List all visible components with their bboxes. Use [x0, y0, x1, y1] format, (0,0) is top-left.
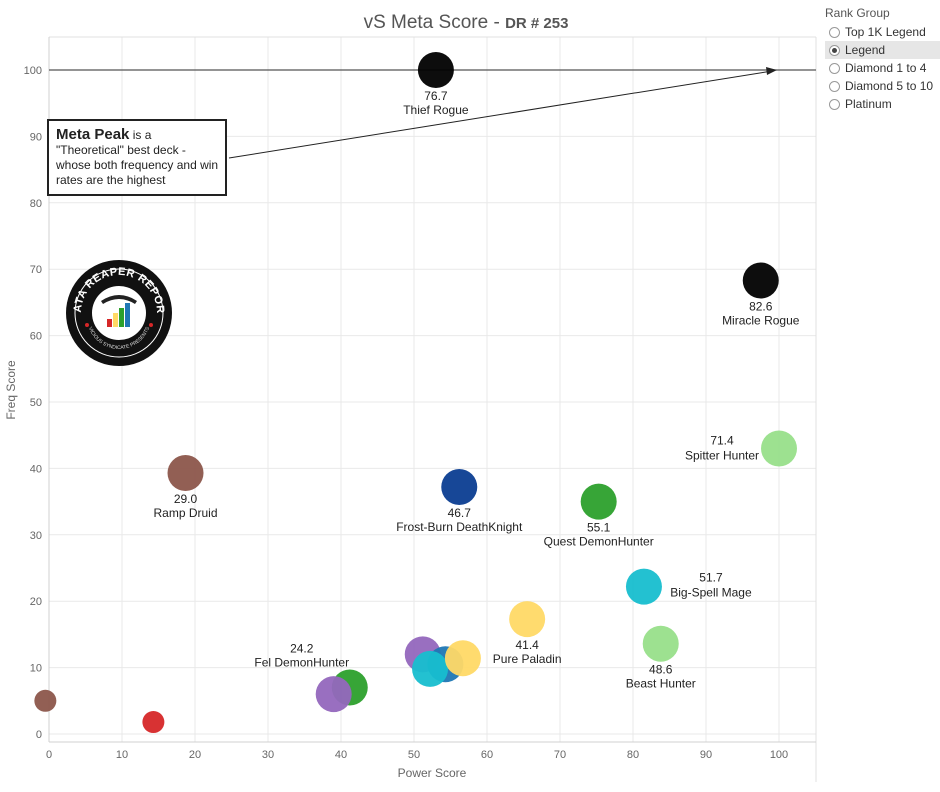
chart-title-main: vS Meta Score - — [364, 12, 506, 33]
radio-icon — [829, 44, 840, 56]
chart-title: vS Meta Score - DR # 253 — [364, 12, 569, 33]
data-point — [761, 430, 797, 467]
rank-option-label: Diamond 5 to 10 — [845, 79, 934, 93]
y-tick-label: 60 — [30, 331, 42, 343]
y-tick-label: 100 — [24, 65, 42, 77]
chart-title-sub: DR # 253 — [505, 15, 568, 32]
point-name-label: Miracle Rogue — [722, 313, 800, 327]
y-tick-label: 90 — [30, 131, 42, 143]
x-tick-label: 50 — [408, 749, 420, 761]
data-point — [444, 640, 481, 677]
rank-group-filter: Rank Group Top 1K Legend Legend Diamond … — [825, 6, 940, 113]
x-tick-label: 70 — [554, 749, 566, 761]
data-point — [412, 650, 449, 687]
rank-option-label: Top 1K Legend — [845, 25, 926, 39]
rank-option-legend[interactable]: Legend — [825, 41, 940, 59]
data-point — [315, 676, 352, 713]
point-name-label: Ramp Druid — [153, 506, 217, 520]
y-tick-label: 0 — [36, 729, 42, 741]
data-point — [642, 625, 679, 662]
point-score-label: 76.7 — [424, 89, 448, 103]
x-tick-label: 0 — [46, 749, 52, 761]
point-name-label: Thief Rogue — [403, 103, 469, 117]
point-score-label: 51.7 — [699, 571, 723, 585]
x-tick-label: 20 — [189, 749, 201, 761]
rank-option-label: Legend — [845, 43, 886, 57]
rank-option-top-1k-legend[interactable]: Top 1K Legend — [825, 23, 940, 41]
point-score-label: 41.4 — [515, 638, 539, 652]
rank-group-title: Rank Group — [825, 6, 890, 20]
radio-icon — [829, 62, 840, 74]
rank-option-label: Platinum — [845, 97, 892, 111]
point-score-label: 48.6 — [649, 663, 673, 677]
x-tick-label: 40 — [335, 749, 347, 761]
data-reaper-logo: DATA REAPER REPORT VICIOUS SYNDICATE PRE… — [65, 259, 172, 366]
y-tick-label: 30 — [30, 530, 42, 542]
rank-option-diamond-1-4[interactable]: Diamond 1 to 4 — [825, 59, 940, 77]
data-points — [34, 52, 797, 734]
data-point — [742, 262, 779, 299]
point-name-label: Pure Paladin — [493, 652, 562, 666]
point-score-label: 71.4 — [710, 433, 734, 447]
point-name-label: Big-Spell Mage — [670, 586, 752, 600]
x-tick-label: 90 — [700, 749, 712, 761]
y-tick-label: 10 — [30, 663, 42, 675]
point-name-label: Frost-Burn DeathKnight — [396, 520, 523, 534]
rank-option-platinum[interactable]: Platinum — [825, 95, 940, 113]
y-tick-label: 20 — [30, 596, 42, 608]
point-score-label: 55.1 — [587, 521, 611, 535]
data-point — [142, 711, 165, 734]
meta-peak-callout: Meta Peak is a "Theoretical" best deck -… — [47, 119, 227, 196]
y-axis-title: Freq Score — [4, 360, 18, 420]
radio-icon — [829, 80, 840, 92]
radio-icon — [829, 26, 840, 38]
point-score-label: 82.6 — [749, 299, 773, 313]
x-tick-label: 30 — [262, 749, 274, 761]
callout-text: is a "Theoretical" best deck - whose bot… — [56, 128, 219, 187]
point-score-label: 46.7 — [448, 506, 472, 520]
point-name-label: Beast Hunter — [626, 677, 696, 691]
point-score-label: 29.0 — [174, 492, 198, 506]
x-tick-label: 10 — [116, 749, 128, 761]
radio-icon — [829, 98, 840, 110]
y-tick-label: 40 — [30, 463, 42, 475]
data-point — [625, 568, 662, 605]
axes: 0 10 20 30 40 50 60 70 80 90 100 0 10 20 30 40 50 60 70 80 9… — [24, 36, 817, 782]
point-name-label: Fel DemonHunter — [254, 656, 349, 670]
point-name-label: Quest DemonHunter — [544, 535, 654, 549]
callout-arrowhead — [766, 67, 777, 75]
data-point — [34, 689, 57, 712]
data-point — [580, 483, 617, 520]
x-tick-label: 80 — [627, 749, 639, 761]
y-tick-label: 70 — [30, 264, 42, 276]
y-tick-label: 80 — [30, 198, 42, 210]
data-point — [509, 601, 546, 638]
x-tick-label: 60 — [481, 749, 493, 761]
x-axis-title: Power Score — [398, 766, 467, 780]
point-score-label: 24.2 — [290, 642, 314, 656]
callout-arrow — [228, 71, 770, 159]
x-tick-label: 100 — [770, 749, 788, 761]
data-point — [167, 455, 204, 492]
rank-option-label: Diamond 1 to 4 — [845, 61, 927, 75]
y-tick-label: 50 — [30, 397, 42, 409]
data-point — [417, 52, 454, 88]
data-point — [441, 468, 478, 505]
rank-option-diamond-5-10[interactable]: Diamond 5 to 10 — [825, 77, 940, 95]
point-name-label: Spitter Hunter — [685, 448, 759, 462]
callout-title: Meta Peak — [56, 126, 130, 143]
